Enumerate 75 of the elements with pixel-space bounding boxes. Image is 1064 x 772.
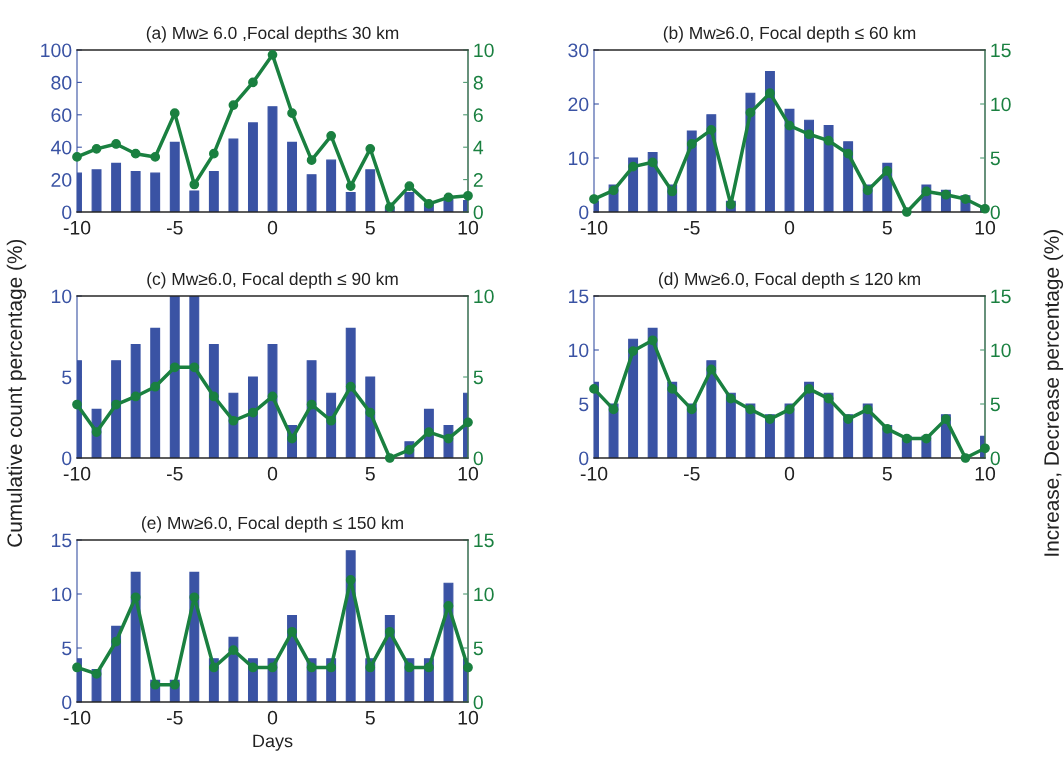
y2-tick-label: 10	[991, 97, 1011, 112]
y-tick-label: 5	[62, 370, 72, 385]
y2-tick-label: 0	[990, 451, 1000, 466]
y2-tick-label: 6	[473, 108, 483, 123]
x-tick-label: -10	[63, 466, 91, 481]
x-tick-label: -10	[580, 220, 608, 235]
x-tick-label: 5	[365, 221, 375, 235]
y-tick-label: 100	[41, 43, 72, 58]
x-tick-label: 5	[365, 467, 375, 481]
y-tick-label: 5	[579, 397, 589, 412]
y2-tick-label: 10	[474, 587, 494, 602]
y2-tick-label: 5	[473, 370, 483, 385]
y-tick-label: 60	[51, 108, 72, 123]
x-tick-label: 10	[458, 710, 479, 725]
x-axis-title: Days	[253, 734, 293, 751]
x-tick-label: 0	[267, 220, 278, 235]
y-axis-title: Cumulative count percentage (%)	[6, 239, 27, 547]
y2-tick-label: 15	[474, 533, 494, 548]
y2-tick-label: 10	[474, 43, 494, 58]
chart-title: (b) Mw≥6.0, Focal depth ≤ 60 km	[663, 26, 916, 43]
x-tick-label: 0	[784, 466, 795, 481]
x-tick-label: 10	[975, 220, 996, 235]
y-tick-label: 15	[569, 289, 589, 304]
y2-tick-label: 5	[473, 641, 483, 656]
y-tick-label: 10	[52, 289, 72, 304]
y-tick-label: 0	[62, 695, 72, 710]
x-tick-label: 5	[882, 221, 892, 235]
x-tick-label: -5	[166, 221, 183, 235]
y2-tick-label: 5	[990, 397, 1000, 412]
chart-title: (d) Mw≥6.0, Focal depth ≤ 120 km	[658, 272, 920, 289]
y2-tick-label: 15	[991, 289, 1011, 304]
y-tick-label: 20	[51, 173, 72, 187]
y2-tick-label: 0	[473, 451, 483, 466]
x-tick-label: -5	[683, 221, 700, 235]
x-tick-label: -5	[683, 467, 700, 481]
x-tick-label: -5	[166, 467, 183, 481]
y-tick-label: 0	[62, 451, 72, 466]
y2-tick-label: 2	[473, 173, 483, 187]
x-tick-label: -10	[63, 220, 91, 235]
y-tick-label: 15	[52, 533, 72, 548]
y2-tick-label: 5	[990, 151, 1000, 166]
y2-tick-label: 0	[473, 695, 483, 710]
y2-tick-label: 10	[474, 289, 494, 304]
y2-tick-label: 8	[473, 75, 483, 90]
y-tick-label: 20	[568, 97, 589, 112]
x-tick-label: -10	[63, 710, 91, 725]
x-tick-label: 5	[365, 711, 375, 725]
y-tick-label: 10	[569, 343, 589, 358]
y2-tick-label: 0	[990, 205, 1000, 220]
x-tick-label: 0	[267, 710, 278, 725]
y2-tick-label: 10	[991, 343, 1011, 358]
x-tick-label: -10	[580, 466, 608, 481]
y2-tick-label: 15	[991, 43, 1011, 58]
x-tick-label: 0	[784, 220, 795, 235]
y2-tick-label: 0	[473, 205, 483, 220]
x-tick-label: -5	[166, 711, 183, 725]
y2-tick-label: 4	[473, 140, 484, 155]
x-tick-label: 5	[882, 467, 892, 481]
y-tick-label: 10	[52, 587, 72, 602]
y2-axis-title: Increase, Decrease percentage (%)	[1043, 230, 1064, 556]
y-tick-label: 0	[579, 205, 589, 220]
x-tick-label: 10	[458, 466, 479, 481]
y-tick-label: 5	[62, 641, 72, 656]
x-tick-label: 0	[267, 466, 278, 481]
chart-title: (e) Mw≥6.0, Focal depth ≤ 150 km	[141, 516, 403, 533]
y-tick-label: 0	[62, 205, 72, 220]
y-tick-label: 80	[51, 75, 72, 90]
y-tick-label: 40	[50, 140, 72, 155]
y-tick-label: 10	[569, 151, 589, 166]
x-tick-label: 10	[975, 466, 996, 481]
y-tick-label: 0	[579, 451, 589, 466]
x-tick-label: 10	[458, 220, 479, 235]
chart-title: (c) Mw≥6.0, Focal depth ≤ 90 km	[147, 272, 398, 289]
y-tick-label: 30	[568, 43, 589, 58]
chart-title: (a) Mw≥ 6.0 ,Focal depth≤ 30 km	[146, 26, 399, 43]
